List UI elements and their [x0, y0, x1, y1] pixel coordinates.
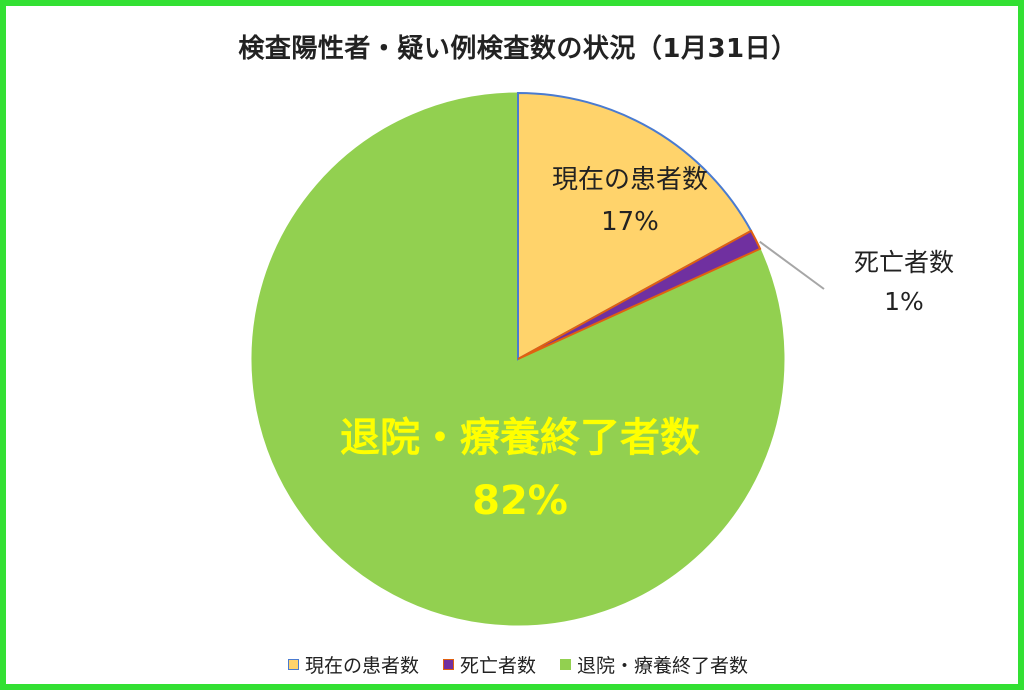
pie-slice-deaths — [517, 229, 762, 360]
chart-title: 検査陽性者・疑い例検査数の状況（1月31日） — [238, 34, 798, 64]
legend-label: 現在の患者数 — [304, 655, 419, 677]
legend-item-current: 現在の患者数 — [287, 651, 419, 678]
legend-item-deaths: 死亡者数 — [442, 651, 536, 678]
data-label-name-deaths: 死亡者数 — [854, 248, 954, 277]
pie-slice-current — [517, 91, 753, 361]
data-label-value-recovered: 82% — [472, 478, 568, 524]
legend-label: 退院・療養終了者数 — [577, 655, 749, 677]
data-label-value-deaths: 1% — [884, 287, 924, 316]
legend: 現在の患者数 死亡者数 退院・療養終了者数 — [6, 651, 1024, 678]
legend-label: 死亡者数 — [459, 655, 536, 677]
pie-chart: 現在の患者数 17% 死亡者数 1% 退院・療養終了者数 82% — [251, 91, 954, 626]
data-label-value-current: 17% — [601, 207, 659, 237]
legend-swatch — [560, 659, 571, 670]
data-label-name-recovered: 退院・療養終了者数 — [340, 415, 700, 461]
data-label-name-current: 現在の患者数 — [552, 165, 708, 195]
legend-swatch — [442, 659, 454, 670]
legend-item-recovered: 退院・療養終了者数 — [560, 651, 748, 678]
leader-line — [759, 240, 825, 290]
legend-swatch — [287, 659, 299, 670]
